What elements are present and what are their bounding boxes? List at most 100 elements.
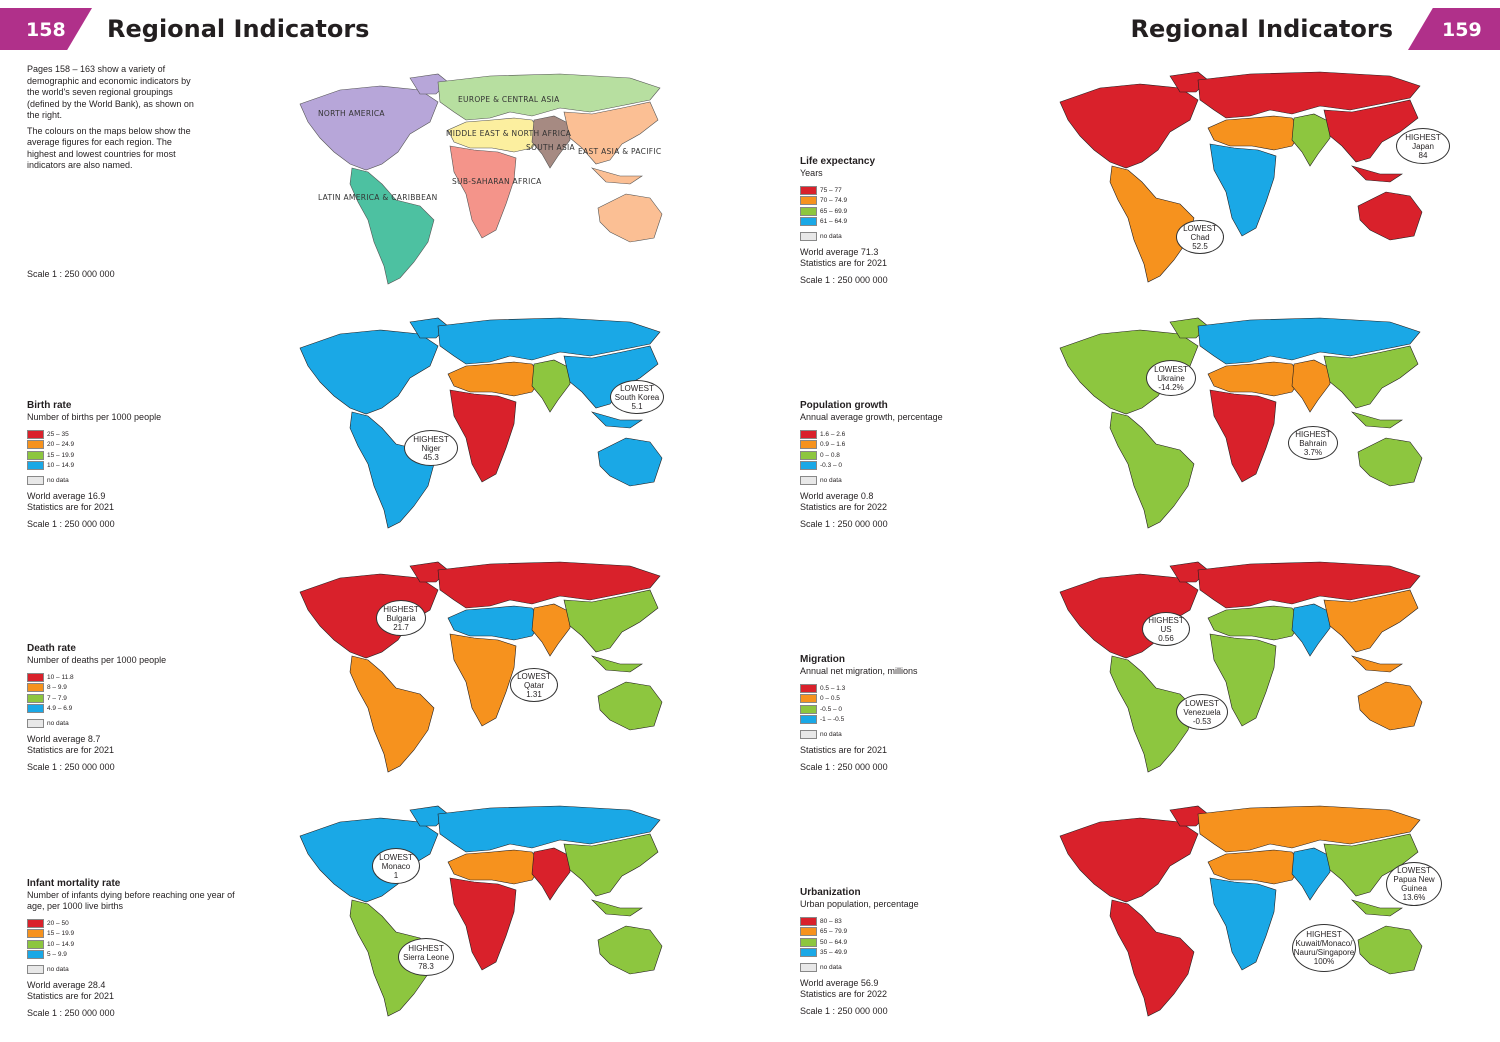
callout-kind: HIGHEST [1148,615,1184,625]
legend-item: 70 – 74.9 [800,196,1010,207]
legend-label-nodata: no data [47,719,69,727]
legend-swatch [800,948,817,958]
region-east-asia [563,345,663,487]
legend-swatch [800,704,817,714]
legend-label-nodata: no data [820,963,842,971]
callout-infant-lowest: LOWEST Monaco 1 [372,848,420,884]
legend-swatch [27,429,44,439]
legend-label: 15 – 19.9 [47,451,75,459]
legend-label: 70 – 74.9 [820,197,848,205]
legend-swatch-nodata [800,231,817,241]
legend-swatch-nodata [800,475,817,485]
callout-kind: LOWEST [517,671,551,681]
indicator-subtitle: Number of deaths per 1000 people [27,655,167,665]
legend-item-nodata: no data [800,729,1010,740]
legend-label: -0.5 – 0 [820,705,843,713]
world-average: World average 16.9 [27,490,106,501]
map-death-rate [270,560,670,775]
legend-label: 10 – 14.9 [47,462,75,470]
legend-label: 0 – 0.8 [820,451,840,459]
indicator-subtitle: Annual average growth, percentage [800,412,943,422]
legend-item: 61 – 64.9 [800,217,1010,228]
callout-popgrowth-lowest: LOWEST Ukraine -14.2% [1146,360,1196,396]
legend-swatch [800,461,817,471]
legend-label: 8 – 9.9 [47,684,67,692]
legend-item: 15 – 19.9 [27,450,237,461]
callout-kind: HIGHEST [408,943,444,953]
intro-scale: Scale 1 : 250 000 000 [27,269,115,279]
callout-infant-highest: HIGHEST Sierra Leone 78.3 [398,938,454,976]
callout-death-highest: HIGHEST Bulgaria 21.7 [376,600,426,636]
legend-swatch [800,206,817,216]
legend-item: -0.5 – 0 [800,704,1010,715]
indicator-title: Infant mortality rate [27,878,121,889]
legend-infant-mortality: Infant mortality rate Number of infants d… [27,878,237,1019]
legend-label-nodata: no data [820,476,842,484]
legend-swatch [800,916,817,926]
region-north-america [1059,83,1199,169]
callout-migration-highest: HIGHEST US 0.56 [1142,612,1190,646]
legend-item: 4.9 – 6.9 [27,704,237,715]
region-latam [349,655,435,773]
callout-value: -14.2% [1158,382,1184,392]
legend-item: 65 – 69.9 [800,206,1010,217]
legend-label-nodata: no data [820,730,842,738]
legend-swatch-nodata [800,729,817,739]
legend-label: 61 – 64.9 [820,218,848,226]
region-east-asia [1323,589,1423,731]
region-mena [1207,115,1303,151]
legend-label: 0.5 – 1.3 [820,684,846,692]
legend-migration: Migration Annual net migration, millions 0… [800,654,1010,773]
legend-swatch [800,429,817,439]
region-mena [1207,605,1303,641]
callout-death-lowest: LOWEST Qatar 1.31 [510,668,558,702]
intro-paragraph-2: The colours on the maps below show the a… [27,125,191,171]
region-south-asia [1291,113,1331,167]
legend-item: 75 – 77 [800,185,1010,196]
map-life-expectancy [1030,70,1430,285]
legend-label: 65 – 69.9 [820,207,848,215]
label-europe: EUROPE & CENTRAL ASIA [458,95,560,104]
callout-country: Japan [1412,141,1434,151]
region-south-asia [1291,847,1331,901]
page-number-tab-left: 158 [0,8,92,50]
callout-kind: LOWEST [1183,223,1217,233]
statistics-year: Statistics are for 2022 [800,501,888,512]
legend-life-expectancy: Life expectancy Years 75 – 77 70 – 74.9 65 –… [800,156,1010,286]
legend-item: 10 – 14.9 [27,461,237,472]
region-mena [1207,849,1303,885]
callout-life-highest: HIGHEST Japan 84 [1396,128,1450,164]
statistics-year: Statistics are for 2022 [800,988,888,999]
legend-item: 1.6 – 2.6 [800,429,1010,440]
legend-label: 50 – 64.9 [820,938,848,946]
region-mena [447,849,543,885]
indicator-title: Urbanization [800,887,861,898]
legend-label: 0 – 0.5 [820,695,840,703]
legend-swatch [800,683,817,693]
legend-swatch [800,217,817,227]
callout-life-lowest: LOWEST Chad 52.5 [1176,220,1224,254]
callout-value: 52.5 [1192,241,1208,251]
legend-swatch [800,694,817,704]
region-latam [349,167,435,285]
legend-item: 50 – 64.9 [800,937,1010,948]
page-number-right: 159 [1442,19,1482,41]
legend-item: 80 – 83 [800,916,1010,927]
map-scale: Scale 1 : 250 000 000 [800,1005,888,1016]
region-south-asia [531,847,571,901]
indicator-title: Death rate [27,643,76,654]
callout-country: Venezuela [1183,707,1221,717]
callout-country: Kuwait/Monaco/ Nauru/Singapore [1293,939,1355,957]
legend-item: 25 – 35 [27,429,237,440]
callout-value: 13.6% [1402,893,1426,902]
legend-swatch [27,461,44,471]
legend-item: 10 – 14.9 [27,939,237,950]
legend-label: -0.3 – 0 [820,462,843,470]
callout-kind: LOWEST [1185,698,1219,708]
label-mena: MIDDLE EAST & NORTH AFRICA [446,129,572,138]
legend-swatch [800,440,817,450]
region-latam [1109,165,1195,283]
callout-value: 21.7 [393,622,409,632]
callout-value: -0.53 [1192,716,1212,726]
callout-kind: HIGHEST [1295,429,1331,439]
